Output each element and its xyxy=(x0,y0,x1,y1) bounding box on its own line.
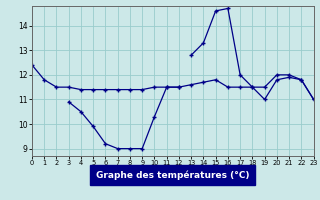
X-axis label: Graphe des températures (°C): Graphe des températures (°C) xyxy=(96,170,250,180)
